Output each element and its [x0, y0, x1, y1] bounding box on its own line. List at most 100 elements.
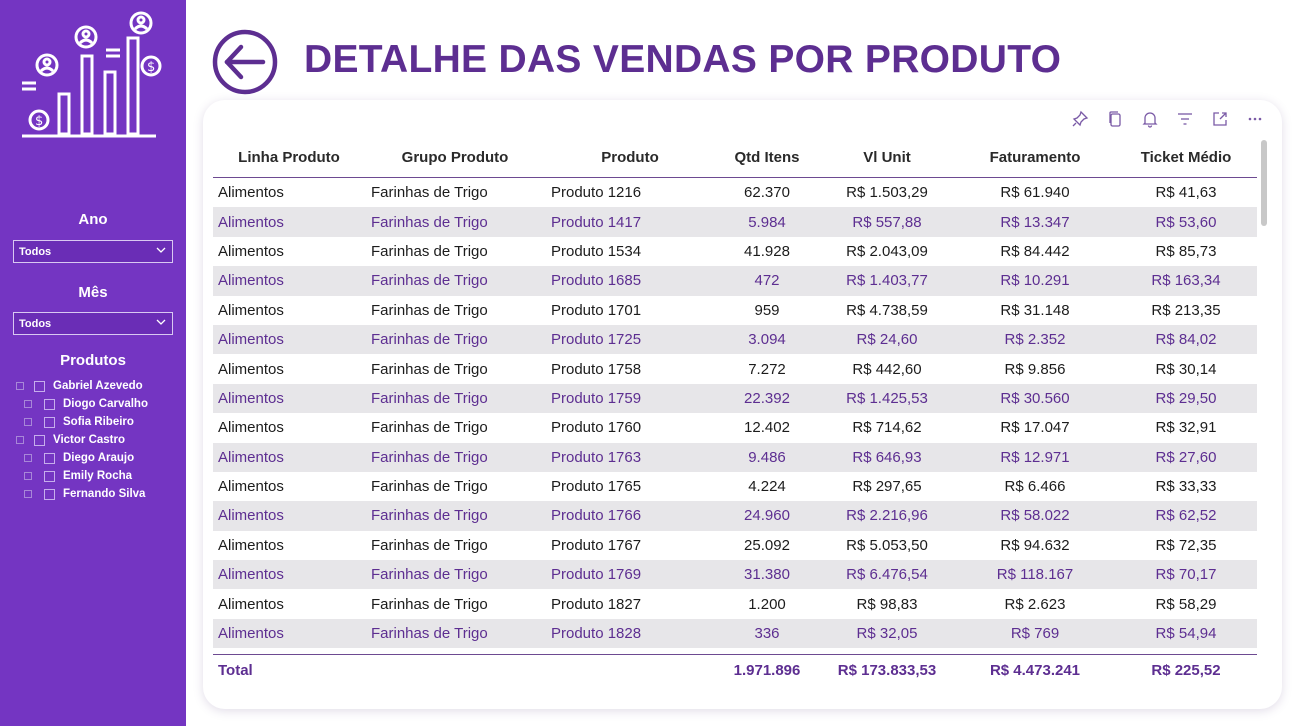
table-row[interactable]: Alimentos Farinhas de Trigo Produto 1701 95… — [213, 295, 1257, 325]
table-row[interactable]: Alimentos Farinhas de Trigo Produto 1534 41… — [213, 236, 1257, 267]
table-row[interactable]: Alimentos Farinhas de Trigo Produto 1758 7.… — [213, 354, 1257, 384]
table-row[interactable]: Alimentos Farinhas de Trigo Produto 1769 31… — [213, 560, 1257, 590]
table-cell: R$ 70,17 — [1155, 566, 1217, 584]
tree-item[interactable]: Sofia Ribeiro — [16, 413, 181, 431]
tree-item-label: Emily Rocha — [63, 470, 133, 482]
table-row[interactable]: Alimentos Farinhas de Trigo Produto 1685 47… — [213, 266, 1257, 296]
table-cell: R$ 2.216,96 — [846, 507, 928, 525]
table-cell: R$ 442,60 — [852, 360, 922, 378]
tree-item[interactable]: Gabriel Azevedo — [16, 377, 181, 395]
table-cell: R$ 53,60 — [1155, 213, 1217, 231]
column-header[interactable]: Ticket Médio — [1140, 149, 1232, 166]
column-header[interactable]: Vl Unit — [863, 149, 911, 166]
total-cell: R$ 225,52 — [1151, 662, 1221, 679]
tree-item[interactable]: Diogo Carvalho — [16, 395, 181, 413]
sidebar: $ $ Ano Todos Mês Todos Produtos Gabriel… — [0, 0, 186, 726]
column-header[interactable]: Faturamento — [989, 149, 1081, 166]
table-cell: R$ 32,05 — [856, 625, 918, 643]
checkbox[interactable] — [44, 398, 55, 410]
table-row[interactable]: Alimentos Farinhas de Trigo Produto 1759 22… — [213, 383, 1257, 414]
table-cell: R$ 769 — [1010, 625, 1060, 643]
checkbox[interactable] — [44, 470, 55, 482]
copy-icon[interactable] — [1106, 110, 1124, 128]
filter-mes-label: Mês — [78, 284, 108, 301]
table-row[interactable]: Alimentos Farinhas de Trigo Produto 1417 5.… — [213, 207, 1257, 237]
table-cell: Farinhas de Trigo — [371, 566, 488, 584]
table-cell: R$ 27,60 — [1155, 448, 1217, 466]
sales-chart-logo-icon: $ $ — [22, 11, 162, 138]
table-cell: R$ 13.347 — [1000, 213, 1070, 231]
tree-item-label: Victor Castro — [53, 434, 126, 446]
table-row[interactable]: Alimentos Farinhas de Trigo Produto 1765 4.… — [213, 471, 1257, 502]
table-cell: R$ 41,63 — [1155, 184, 1217, 202]
table-cell: 7.272 — [748, 360, 786, 378]
table-cell: Produto 1759 — [551, 389, 642, 407]
filter-icon[interactable] — [1176, 110, 1194, 128]
mes-dropdown[interactable]: Todos — [13, 312, 173, 335]
tree-item[interactable]: Victor Castro — [16, 431, 181, 449]
table-cell: Alimentos — [218, 213, 284, 231]
table-row[interactable]: Alimentos Farinhas de Trigo Produto 1767 25… — [213, 530, 1257, 561]
back-arrow-icon[interactable] — [211, 28, 279, 96]
table-row[interactable]: Alimentos Farinhas de Trigo Produto 1760 12… — [213, 413, 1257, 443]
column-header[interactable]: Linha Produto — [238, 149, 340, 166]
table-row[interactable]: Alimentos Farinhas de Trigo Produto 1828 33… — [213, 618, 1257, 649]
table-cell: 959 — [754, 301, 780, 319]
column-header[interactable]: Qtd Itens — [734, 149, 800, 166]
checkbox[interactable] — [44, 488, 55, 500]
expand-icon[interactable] — [24, 490, 32, 498]
checkbox[interactable] — [44, 452, 55, 464]
expand-icon[interactable] — [24, 454, 32, 462]
table-cell: Produto 1763 — [551, 448, 642, 466]
table-row[interactable]: Alimentos Farinhas de Trigo Produto 1725 3.… — [213, 324, 1257, 355]
column-header[interactable]: Grupo Produto — [401, 149, 509, 166]
scrollbar[interactable] — [1261, 140, 1267, 226]
table-cell: Farinhas de Trigo — [371, 389, 488, 407]
focus-mode-icon[interactable] — [1211, 110, 1229, 128]
table-cell: R$ 714,62 — [852, 419, 922, 437]
column-header[interactable]: Produto — [601, 149, 659, 166]
total-cell: 1.971.896 — [733, 662, 801, 679]
table-cell: Farinhas de Trigo — [371, 448, 488, 466]
bell-icon[interactable] — [1141, 110, 1159, 128]
table-cell: Alimentos — [218, 389, 284, 407]
table-cell: Alimentos — [218, 360, 284, 378]
tree-item[interactable]: Diego Araujo — [16, 449, 181, 467]
table-cell: 5.984 — [748, 213, 786, 231]
table-cell: Alimentos — [218, 625, 284, 643]
table-row[interactable]: Alimentos Farinhas de Trigo Produto 1766 24… — [213, 501, 1257, 531]
expand-icon[interactable] — [24, 418, 32, 426]
checkbox[interactable] — [34, 434, 45, 446]
expand-icon[interactable] — [24, 472, 32, 480]
table-cell: Farinhas de Trigo — [371, 301, 488, 319]
table-cell: Farinhas de Trigo — [371, 184, 488, 202]
table-cell: Alimentos — [218, 242, 284, 260]
expand-icon[interactable] — [16, 436, 24, 444]
table-cell: 1.200 — [748, 595, 786, 613]
table-cell: 25.092 — [744, 536, 790, 554]
tree-item[interactable]: Emily Rocha — [16, 467, 181, 485]
ano-dropdown[interactable]: Todos — [13, 240, 173, 263]
checkbox[interactable] — [34, 380, 45, 392]
more-options-icon[interactable] — [1246, 110, 1264, 128]
table-card: Linha Produto Grupo Produto Produto Qtd … — [203, 100, 1282, 709]
pin-icon[interactable] — [1071, 110, 1089, 128]
expand-icon[interactable] — [24, 400, 32, 408]
table-cell: 62.370 — [744, 184, 790, 202]
expand-icon[interactable] — [16, 382, 24, 390]
table-cell: 24.960 — [744, 507, 790, 525]
tree-item-label: Diego Araujo — [63, 452, 135, 464]
table-cell: R$ 58.022 — [1000, 507, 1070, 525]
table-cell: 22.392 — [744, 389, 790, 407]
filter-ano-label: Ano — [78, 211, 108, 228]
checkbox[interactable] — [44, 416, 55, 428]
table-row[interactable]: Alimentos Farinhas de Trigo Produto 1827 1.… — [213, 589, 1257, 619]
table-cell: R$ 6.476,54 — [846, 566, 928, 584]
total-cell: Total — [218, 662, 253, 679]
tree-item[interactable]: Fernando Silva — [16, 485, 181, 503]
table-row[interactable]: Alimentos Farinhas de Trigo Produto 1216 62… — [213, 178, 1257, 208]
table-cell: R$ 1.425,53 — [846, 389, 928, 407]
table-cell: Produto 1758 — [551, 360, 642, 378]
svg-text:$: $ — [147, 60, 155, 75]
table-row[interactable]: Alimentos Farinhas de Trigo Produto 1763 9.… — [213, 442, 1257, 472]
